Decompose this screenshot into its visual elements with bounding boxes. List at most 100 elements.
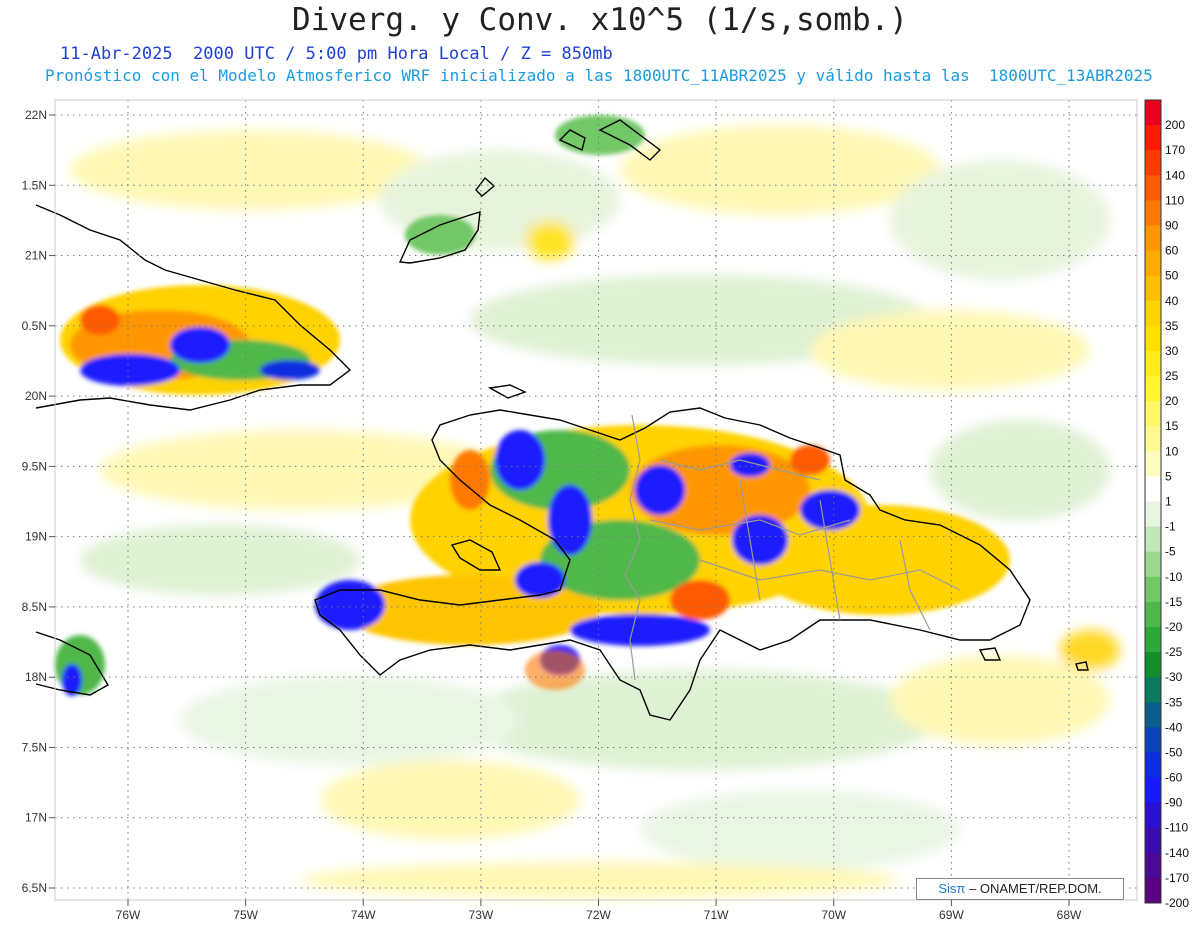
colorbar-label: 40: [1165, 294, 1179, 308]
longitude-axis: 76W 75W 74W 73W 72W 71W 70W 69W 68W: [116, 900, 1082, 922]
colorbar-swatch: [1145, 852, 1161, 879]
colorbar-label: -15: [1165, 595, 1183, 609]
colorbar-swatch: [1145, 551, 1161, 578]
colorbar-label: 50: [1165, 269, 1179, 283]
colorbar-label: -30: [1165, 670, 1183, 684]
colorbar-swatch: [1145, 626, 1161, 653]
lat-tick-label: 18N: [25, 670, 47, 684]
lat-tick-label: 6.5N: [22, 881, 47, 895]
colorbar-swatch: [1145, 300, 1161, 327]
colorbar-outline: [1144, 99, 1162, 904]
colorbar-swatch: [1145, 426, 1161, 452]
lat-tick-label: 21N: [25, 249, 47, 263]
colorbar-swatch: [1145, 652, 1161, 678]
coastlines: [35, 119, 1089, 721]
colorbar-label: -90: [1165, 796, 1183, 810]
colorbar: 200 170 140 110 90 60 50 40 35 30 25 20 15 10 5 1 -1 -5 -1…: [1144, 99, 1189, 910]
colorbar-swatch: [1145, 576, 1161, 603]
colorbar-swatch: [1145, 175, 1161, 201]
colorbar-swatch: [1145, 100, 1161, 126]
colorbar-swatch: [1145, 401, 1161, 427]
colorbar-swatch: [1145, 275, 1161, 302]
colorbar-swatch: [1145, 677, 1161, 703]
colorbar-swatch: [1145, 702, 1161, 728]
colorbar-swatch: [1145, 250, 1161, 277]
colorbar-label: 25: [1165, 369, 1179, 383]
colorbar-label: 170: [1165, 143, 1185, 157]
colorbar-swatch: [1145, 325, 1161, 352]
colorbar-label: -170: [1165, 871, 1189, 885]
lon-tick-label: 73W: [469, 908, 494, 922]
colorbar-swatch: [1145, 601, 1161, 628]
colorbar-label: -35: [1165, 695, 1183, 709]
colorbar-swatch: [1145, 827, 1161, 854]
lon-tick-label: 69W: [939, 908, 964, 922]
colorbar-label: -10: [1165, 570, 1183, 584]
colorbar-label: 1: [1165, 495, 1172, 509]
lon-tick-label: 72W: [586, 908, 611, 922]
model-info-subtitle: Pronóstico con el Modelo Atmosferico WRF…: [45, 66, 1153, 85]
colorbar-swatch: [1145, 802, 1161, 829]
colorbar-swatch: [1145, 200, 1161, 226]
lat-tick-label: 7.5N: [22, 740, 47, 754]
lon-tick-label: 71W: [704, 908, 729, 922]
lon-tick-label: 70W: [821, 908, 846, 922]
lat-tick-label: 19N: [25, 530, 47, 544]
map-grid: [55, 100, 1137, 900]
lat-tick-label: 8.5N: [22, 600, 47, 614]
colorbar-swatch: [1145, 476, 1161, 502]
lat-tick-label: 9.5N: [22, 459, 47, 473]
colorbar-swatch: [1145, 727, 1161, 753]
latitude-axis: 22N 1.5N 21N 0.5N 20N 9.5N 19N 8.5N 18N 7.5N 17N 6.…: [22, 108, 55, 895]
colorbar-label: 20: [1165, 394, 1179, 408]
colorbar-label: -5: [1165, 545, 1176, 559]
colorbar-swatch: [1145, 752, 1161, 779]
lon-tick-label: 76W: [116, 908, 141, 922]
divergence-field: [55, 115, 1120, 898]
colorbar-label: -50: [1165, 745, 1183, 759]
sispi-logo: Sisπ: [938, 881, 966, 896]
colorbar-label: 200: [1165, 118, 1185, 132]
credit-text: – ONAMET/REP.DOM.: [968, 881, 1102, 896]
colorbar-label: 90: [1165, 218, 1179, 232]
colorbar-swatch: [1145, 225, 1161, 252]
colorbar-swatch: [1145, 526, 1161, 553]
colorbar-label: -140: [1165, 846, 1189, 860]
lon-tick-label: 74W: [351, 908, 376, 922]
lat-tick-label: 20N: [25, 389, 47, 403]
colorbar-swatch: [1145, 376, 1161, 402]
colorbar-label: -110: [1165, 821, 1188, 835]
lon-tick-label: 75W: [233, 908, 258, 922]
colorbar-label: -40: [1165, 720, 1183, 734]
colorbar-label: -1: [1165, 520, 1176, 534]
colorbar-label: 140: [1165, 168, 1185, 182]
colorbar-label: 15: [1165, 419, 1179, 433]
colorbar-label: 60: [1165, 244, 1179, 258]
colorbar-swatch: [1145, 451, 1161, 477]
colorbar-label: -20: [1165, 620, 1183, 634]
colorbar-label: -60: [1165, 771, 1183, 785]
colorbar-label: 110: [1165, 193, 1184, 207]
colorbar-swatch: [1145, 777, 1161, 804]
lat-tick-label: 0.5N: [22, 319, 47, 333]
map-frame: [54, 99, 1138, 901]
forecast-time-subtitle: 11-Abr-2025 2000 UTC / 5:00 pm Hora Loca…: [60, 44, 613, 64]
credit-box: Sisπ – ONAMET/REP.DOM.: [916, 878, 1124, 900]
colorbar-swatch: [1145, 125, 1161, 151]
colorbar-swatch: [1145, 877, 1161, 904]
map-title: Diverg. y Conv. x10^5 (1/s,somb.): [292, 2, 908, 38]
colorbar-swatch: [1145, 350, 1161, 377]
colorbar-swatch: [1145, 150, 1161, 176]
colorbar-label: 35: [1165, 319, 1179, 333]
lon-tick-label: 68W: [1057, 908, 1082, 922]
colorbar-label: 30: [1165, 344, 1179, 358]
colorbar-label: 10: [1165, 444, 1179, 458]
lat-tick-label: 22N: [25, 108, 47, 122]
colorbar-label: 5: [1165, 469, 1172, 483]
colorbar-label: -25: [1165, 645, 1183, 659]
lat-tick-label: 1.5N: [22, 178, 47, 192]
lat-tick-label: 17N: [25, 811, 47, 825]
colorbar-label: -200: [1165, 896, 1189, 910]
province-borders: [624, 414, 961, 681]
